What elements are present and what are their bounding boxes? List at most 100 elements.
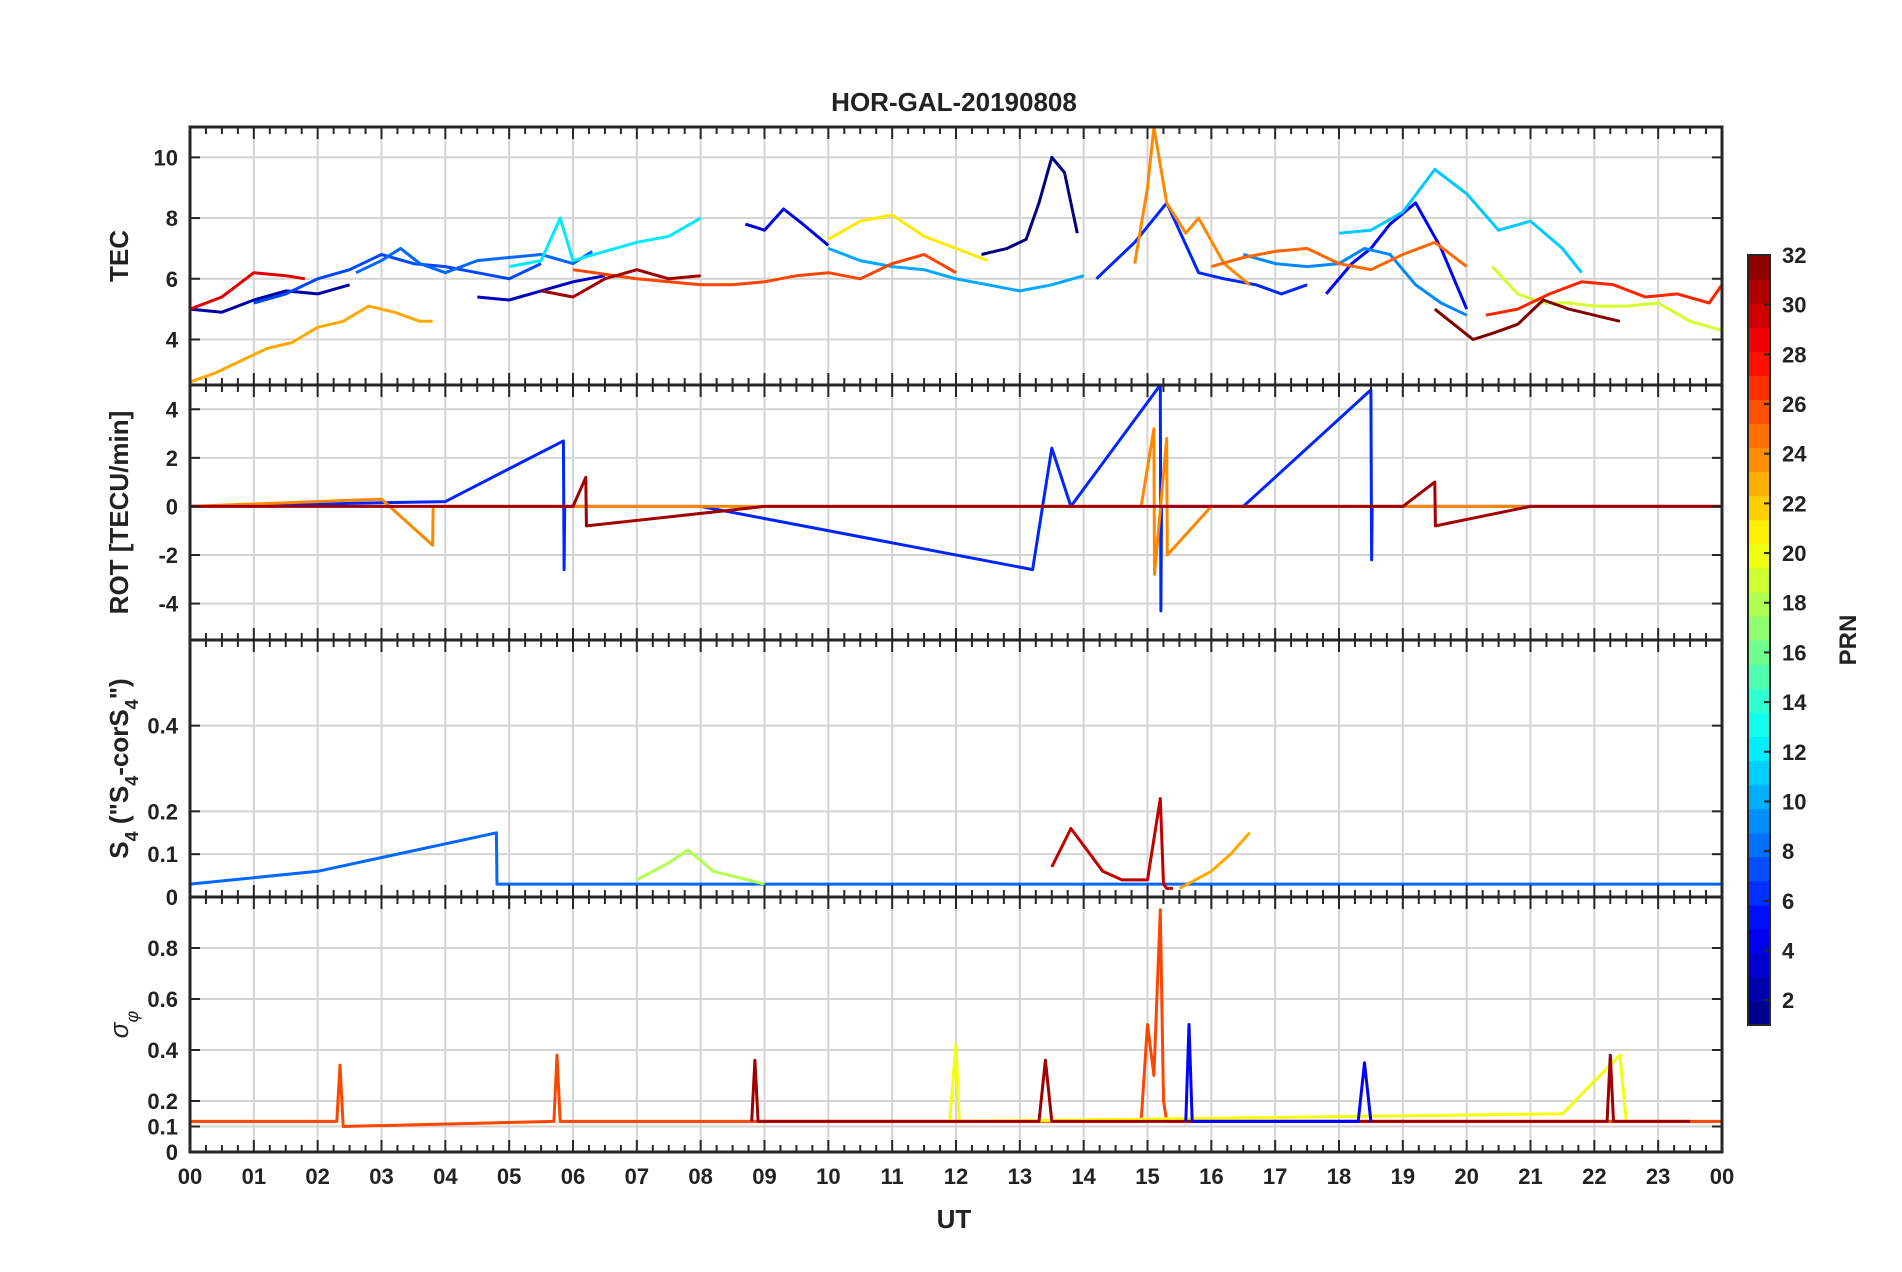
colorbar-tick-label: 20 (1782, 541, 1806, 566)
colorbar-band (1748, 303, 1770, 328)
x-tick-label: 23 (1646, 1164, 1670, 1189)
y-tick-label: 0.1 (147, 1115, 178, 1140)
colorbar-band (1748, 495, 1770, 521)
colorbar-frame (1747, 254, 1771, 1026)
colorbar-tick-label: 32 (1782, 243, 1806, 268)
y-tick-label: 0 (166, 494, 178, 519)
y-tick-label: 0.2 (147, 799, 178, 824)
x-tick-label: 11 (881, 1164, 904, 1189)
series-line-prn-27 (1485, 280, 1722, 317)
series-line-prn-23 (1178, 831, 1251, 890)
x-tick-label: 14 (1071, 1164, 1096, 1189)
x-tick-label: 00 (178, 1164, 202, 1189)
x-tick-label: 03 (369, 1164, 393, 1189)
y-tick-label: -2 (158, 543, 178, 568)
series-line-prn-24 (1133, 127, 1251, 286)
colorbar-band (1748, 664, 1770, 689)
series-line-prn-26 (572, 253, 957, 287)
x-tick-label: 13 (1008, 1164, 1032, 1189)
series-line-prn-1 (981, 155, 1079, 256)
series-line-prn-10 (827, 246, 1085, 293)
series-line-prn-11 (1338, 168, 1583, 274)
x-tick-label: 20 (1454, 1164, 1478, 1189)
colorbar-band (1748, 327, 1770, 352)
x-tick-label: 10 (816, 1164, 840, 1189)
colorbar-band (1748, 832, 1770, 858)
figure-title: HOR-GAL-20190808 (831, 87, 1077, 117)
x-tick-label: 15 (1135, 1164, 1159, 1189)
colorbar-band (1748, 471, 1770, 497)
x-tick-label: 07 (625, 1164, 649, 1189)
colorbar-band (1748, 1000, 1770, 1026)
x-tick-label: 19 (1391, 1164, 1415, 1189)
x-tick-label: 22 (1582, 1164, 1606, 1189)
colorbar-tick-label: 2 (1782, 988, 1794, 1013)
colorbar-label: PRN (1835, 615, 1862, 666)
series-line-prn-5 (1184, 1023, 1373, 1123)
y-axis-label-subscript: 4 (122, 699, 142, 709)
colorbar-band (1748, 399, 1770, 425)
panel-grid (190, 127, 1722, 385)
x-tick-label: 09 (752, 1164, 776, 1189)
colorbar-band (1748, 712, 1770, 737)
x-tick-label: 00 (1710, 1164, 1734, 1189)
colorbar-tick-label: 22 (1782, 491, 1806, 516)
series-line-prn-6 (190, 385, 1722, 613)
series-line-prn-31 (190, 475, 1722, 528)
colorbar-band (1748, 904, 1770, 930)
x-tick-label: 06 (561, 1164, 585, 1189)
y-tick-label: 2 (166, 446, 178, 471)
panel-series (190, 797, 1722, 890)
colorbar-band (1748, 784, 1770, 810)
x-tick-label: 02 (305, 1164, 329, 1189)
series-line-prn-25 (1210, 240, 1468, 272)
colorbar-band (1748, 375, 1770, 400)
colorbar-tick-label: 12 (1782, 740, 1806, 765)
series-line-prn-2 (190, 283, 351, 314)
y-tick-label: 0 (166, 885, 178, 910)
x-tick-label: 16 (1199, 1164, 1223, 1189)
series-line-prn-23 (190, 304, 433, 384)
colorbar-tick-label: 4 (1782, 938, 1795, 963)
colorbar-tick-label: 10 (1782, 789, 1806, 814)
colorbar-tick-label: 16 (1782, 640, 1806, 665)
colorbar-band (1748, 591, 1770, 617)
y-axis-label: ROT [TECU/min] (104, 411, 134, 615)
y-tick-label: 0.6 (147, 987, 178, 1012)
panel-sigma: 00.10.2 0.4 0.6 0.8 σφ (104, 895, 1724, 1165)
x-tick-label: 17 (1263, 1164, 1287, 1189)
colorbar-band (1748, 808, 1770, 834)
y-axis-label: S4 ("S4-corS4") (104, 678, 142, 858)
colorbar-band (1748, 567, 1770, 593)
colorbar-band (1748, 736, 1770, 761)
series-line-prn-8 (355, 246, 594, 275)
panel-tec: 4 6 8 10 TEC (104, 125, 1724, 387)
y-tick-label: 0.4 (147, 1038, 178, 1063)
colorbar-band (1748, 255, 1770, 280)
colorbar-band (1748, 543, 1770, 569)
y-axis-label-part: -corS (104, 709, 134, 775)
y-axis-label: TEC (104, 230, 134, 282)
series-line-prn-29 (190, 271, 306, 311)
panel-tick-marks (189, 897, 1723, 1153)
series-line-prn-7 (253, 253, 542, 305)
y-tick-label: 0.2 (147, 1089, 178, 1114)
series-line-prn-19 (1491, 265, 1722, 332)
series-line-prn-21 (827, 213, 989, 263)
colorbar-band (1748, 856, 1770, 882)
colorbar-tick-label: 24 (1782, 442, 1807, 467)
y-tick-label: 0.8 (147, 936, 178, 961)
x-tick-label: 08 (688, 1164, 712, 1189)
x-tick-label: 01 (242, 1164, 266, 1189)
x-axis-label: UT (937, 1204, 972, 1234)
colorbar-tick-label: 30 (1782, 293, 1806, 318)
y-tick-label: 4 (166, 327, 179, 352)
y-axis-label-subscript: 4 (122, 831, 142, 841)
x-tick-label: 05 (497, 1164, 521, 1189)
colorbar-tick-label: 6 (1782, 889, 1794, 914)
panel-series (190, 385, 1722, 613)
series-line-prn-32 (1433, 298, 1621, 341)
colorbar-band (1748, 640, 1770, 665)
colorbar-band (1748, 279, 1770, 304)
